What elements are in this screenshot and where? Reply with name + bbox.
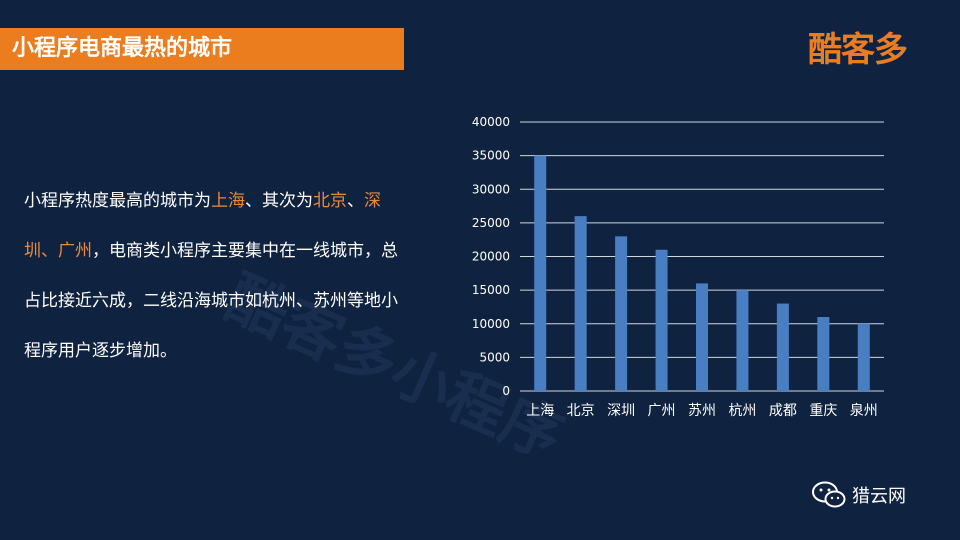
x-tick-label: 深圳 bbox=[607, 403, 635, 419]
description-paragraph: 小程序热度最高的城市为上海、其次为北京、深圳、广州，电商类小程序主要集中在一线城… bbox=[24, 176, 404, 376]
x-tick-label: 北京 bbox=[567, 403, 595, 419]
bar bbox=[534, 155, 547, 391]
y-tick-label: 20000 bbox=[472, 250, 510, 264]
y-tick-label: 25000 bbox=[472, 216, 510, 230]
x-tick-label: 上海 bbox=[526, 403, 554, 419]
y-tick-label: 5000 bbox=[479, 350, 510, 364]
bar bbox=[615, 236, 628, 391]
x-tick-label: 广州 bbox=[648, 403, 676, 419]
x-tick-label: 重庆 bbox=[809, 403, 837, 419]
bar bbox=[776, 303, 789, 391]
title-bar: 小程序电商最热的城市 bbox=[0, 28, 404, 70]
text-segment: 小程序热度最高的城市为 bbox=[24, 191, 211, 211]
y-tick-label: 40000 bbox=[472, 115, 510, 129]
bar-chart: 0 5000 10000 15000 20000 25000 30000 35000 40000… bbox=[472, 115, 884, 419]
highlight-city: 深圳 bbox=[24, 191, 381, 261]
y-tick-label: 30000 bbox=[472, 182, 510, 196]
bar bbox=[736, 290, 749, 391]
x-tick-label: 苏州 bbox=[688, 403, 716, 419]
x-tick-label: 杭州 bbox=[728, 403, 756, 419]
bar bbox=[817, 317, 830, 391]
text-segment: 、其次为 bbox=[245, 191, 313, 211]
x-tick-label: 成都 bbox=[769, 403, 797, 419]
footer-brand-name: 猎云网 bbox=[852, 486, 906, 507]
bar bbox=[696, 283, 708, 391]
highlight-city: 广州 bbox=[58, 241, 92, 261]
bar bbox=[857, 323, 870, 391]
highlight-city: 北京 bbox=[313, 191, 347, 211]
text-segment: 、 bbox=[347, 191, 364, 211]
brand-logo: 酷客多 bbox=[808, 30, 908, 70]
y-tick-label: 15000 bbox=[472, 283, 510, 297]
page-title: 小程序电商最热的城市 bbox=[12, 36, 233, 61]
y-tick-label: 10000 bbox=[472, 317, 510, 331]
highlight-city: 上海 bbox=[211, 191, 245, 211]
footer-brand: 猎云网 bbox=[812, 480, 906, 510]
text-segment: ，电商类小程序主要集中在一线城市，总占比接近六成，二线沿海城市如杭州、苏州等地小… bbox=[24, 241, 398, 361]
x-tick-label: 泉州 bbox=[850, 402, 878, 419]
y-tick-label: 0 bbox=[502, 384, 510, 398]
wechat-icon bbox=[812, 481, 846, 508]
bar bbox=[655, 249, 668, 391]
highlight-separator: 、 bbox=[41, 241, 58, 261]
y-tick-label: 35000 bbox=[472, 149, 510, 163]
bar bbox=[574, 216, 587, 391]
